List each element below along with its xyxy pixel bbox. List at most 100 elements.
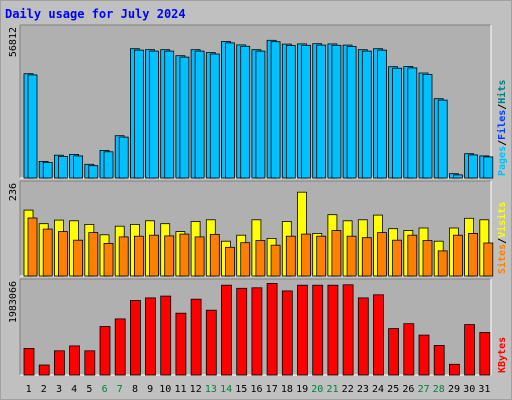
bar-kbytes-kbytes-day-21 <box>327 284 339 376</box>
bar-hits-files-day-24 <box>377 49 387 179</box>
x-tick-label: 25 <box>387 384 399 395</box>
bar-hits-files-day-12 <box>194 50 205 179</box>
bar-visits-sites-day-27 <box>422 240 433 277</box>
bar-hits-files-day-14 <box>225 42 235 179</box>
bar-kbytes-kbytes-day-3 <box>54 350 65 376</box>
bar-kbytes-kbytes-day-18 <box>281 290 293 376</box>
x-tick-label: 21 <box>326 384 338 395</box>
x-tick-label: 24 <box>372 384 384 395</box>
x-tick-label: 7 <box>117 384 123 395</box>
bar-kbytes-kbytes-day-2 <box>38 364 50 376</box>
bar-kbytes-kbytes-day-13 <box>205 309 217 376</box>
bar-hits-files-day-8 <box>133 49 144 179</box>
x-tick-label: 4 <box>71 384 77 395</box>
bar-hits-files-day-3 <box>58 155 68 179</box>
x-tick-label: 19 <box>296 384 308 395</box>
panel-max-label: 1983066 <box>8 281 19 323</box>
bar-kbytes-kbytes-day-22 <box>342 284 354 376</box>
x-tick-label: 17 <box>266 384 278 395</box>
bar-hits-files-day-20 <box>316 44 327 179</box>
bar-hits-files-day-28 <box>437 99 448 179</box>
x-tick-label: 16 <box>250 384 262 395</box>
x-tick-label: 3 <box>56 384 62 395</box>
bar-visits-sites-day-18 <box>285 235 296 277</box>
bar-hits-files-day-17 <box>270 41 281 179</box>
bar-hits-files-day-19 <box>301 44 311 179</box>
bar-visits-sites-day-9 <box>149 234 159 277</box>
bar-kbytes-kbytes-day-19 <box>297 284 308 376</box>
bar-hits-files-day-2 <box>42 161 53 179</box>
bar-hits-files-day-7 <box>118 136 129 179</box>
chart-panels: 56812Pages/Files/Hits236Sites/Visits1983… <box>8 24 508 376</box>
x-tick-label: 20 <box>311 384 323 395</box>
bar-visits-sites-day-14 <box>225 246 235 277</box>
bar-hits-files-day-27 <box>422 74 433 179</box>
x-tick-label: 11 <box>174 384 186 395</box>
legend-part: KBytes <box>497 337 508 373</box>
bar-visits-sites-day-2 <box>42 228 53 277</box>
bar-hits-files-day-5 <box>88 165 99 179</box>
bar-visits-sites-day-20 <box>316 235 327 277</box>
bar-kbytes-kbytes-day-12 <box>190 298 202 376</box>
x-tick-label: 28 <box>433 384 445 395</box>
bar-visits-sites-day-17 <box>270 244 281 277</box>
bar-visits-sites-day-13 <box>209 233 220 277</box>
bar-kbytes-kbytes-day-24 <box>373 294 384 376</box>
bar-visits-sites-day-4 <box>73 239 83 277</box>
bar-visits-sites-day-21 <box>331 230 342 277</box>
bar-kbytes-kbytes-day-31 <box>479 332 491 376</box>
bar-visits-sites-day-29 <box>452 234 463 277</box>
bar-visits-sites-day-12 <box>194 236 205 277</box>
bar-kbytes-kbytes-day-8 <box>129 300 141 376</box>
bar-visits-sites-day-22 <box>346 235 357 277</box>
bar-visits-sites-day-11 <box>179 233 190 277</box>
panel-max-label: 236 <box>8 183 19 201</box>
legend-part: Sites <box>496 244 508 274</box>
legend-part: / <box>497 140 508 146</box>
bar-visits-sites-day-30 <box>468 232 479 277</box>
bar-visits-sites-day-25 <box>392 239 403 277</box>
bar-visits-sites-day-5 <box>88 232 99 277</box>
bar-kbytes-kbytes-day-5 <box>84 350 96 376</box>
bar-kbytes-kbytes-day-29 <box>448 363 460 376</box>
bar-hits-files-day-1 <box>27 74 38 179</box>
bar-kbytes-kbytes-day-27 <box>418 334 430 376</box>
bar-visits-sites-day-1 <box>27 217 38 277</box>
bar-visits-sites-day-3 <box>58 231 68 277</box>
x-tick-label: 27 <box>418 384 430 395</box>
chart-title: Daily usage for July 2024 <box>5 7 186 21</box>
legend-part: / <box>497 104 508 110</box>
x-tick-label: 6 <box>102 384 108 395</box>
bar-kbytes-kbytes-day-25 <box>388 328 400 376</box>
bar-hits-files-day-30 <box>468 154 479 179</box>
bar-hits-files-day-13 <box>209 53 220 179</box>
x-tick-label: 31 <box>478 384 490 395</box>
bar-visits-sites-day-15 <box>240 242 251 277</box>
panel-legend: KBytes <box>497 337 508 373</box>
bar-visits-sites-day-16 <box>255 240 266 277</box>
legend-part: Pages <box>497 146 508 176</box>
bar-kbytes-kbytes-day-23 <box>357 297 369 376</box>
bar-visits-sites-day-8 <box>133 235 144 277</box>
bar-kbytes-kbytes-day-26 <box>403 323 415 376</box>
bar-visits-sites-day-7 <box>118 236 129 277</box>
bar-hits-files-day-6 <box>103 151 114 179</box>
x-tick-label: 2 <box>41 384 47 395</box>
panel-max-label: 56812 <box>8 27 19 57</box>
bar-visits-sites-day-26 <box>407 234 418 277</box>
panel-visits: 236 Sites/Visits <box>8 180 508 277</box>
legend-part: / <box>497 238 508 244</box>
panel-kbytes: 1983066 KBytes <box>8 278 508 376</box>
x-tick-label: 12 <box>190 384 202 395</box>
bar-kbytes-kbytes-day-14 <box>221 284 232 376</box>
bar-kbytes-kbytes-day-10 <box>160 295 172 376</box>
x-axis-day-labels: 1 2 3 4 5 6 7 8 9 10 11 12 13 14 15 16 17 18 19 20 21 22 23 24 2… <box>26 384 491 395</box>
bar-hits-files-day-31 <box>483 156 494 179</box>
bar-hits-files-day-22 <box>346 46 357 179</box>
bar-kbytes-kbytes-day-28 <box>433 344 445 376</box>
bar-hits-files-day-4 <box>73 155 83 179</box>
x-tick-label: 1 <box>26 384 32 395</box>
bar-kbytes-kbytes-day-11 <box>175 312 187 376</box>
bar-hits-files-day-25 <box>392 67 403 179</box>
